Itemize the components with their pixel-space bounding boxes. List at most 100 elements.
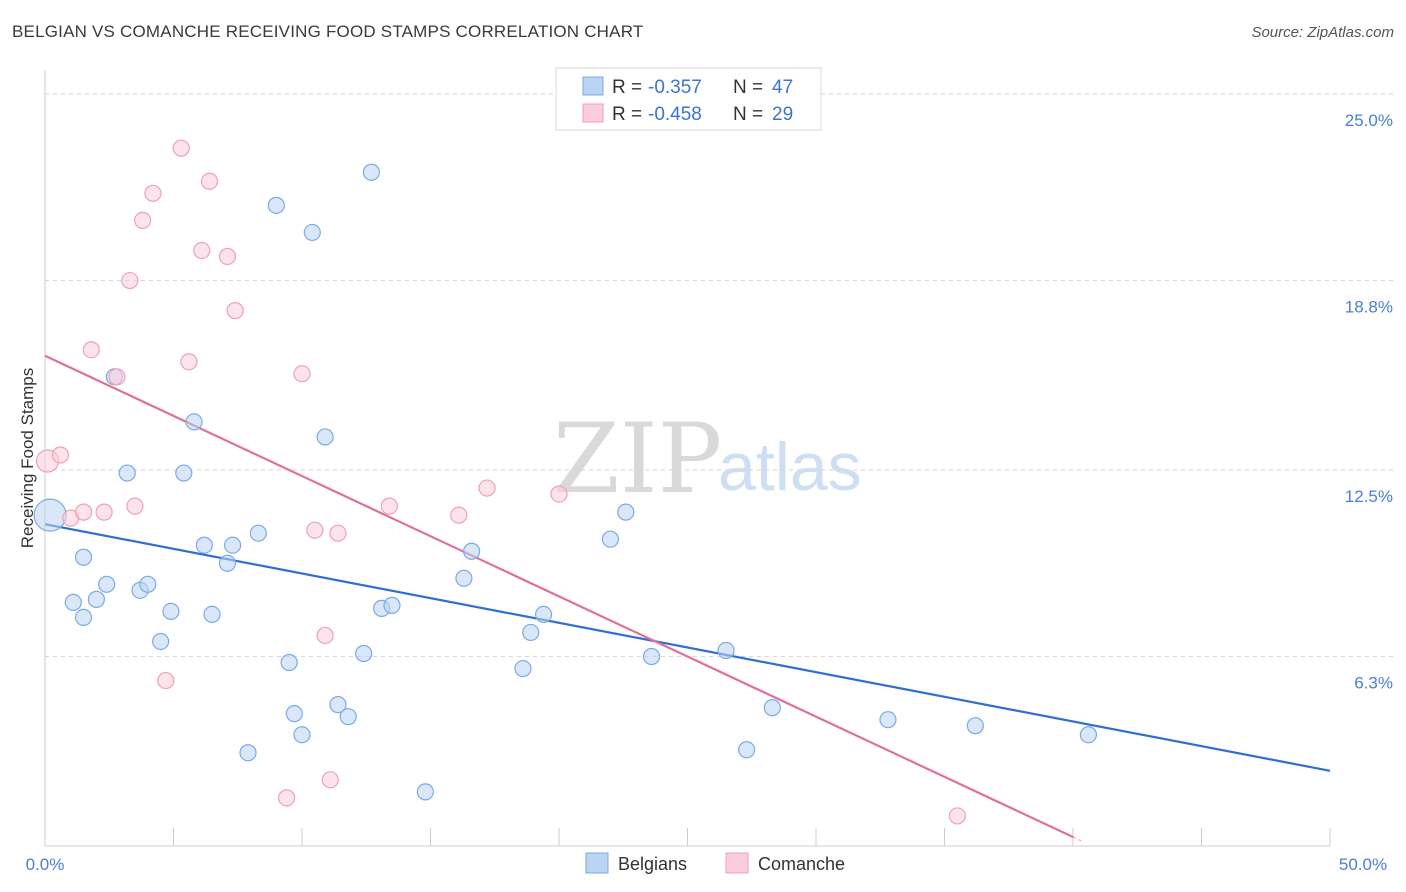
comanche-point: [948, 807, 966, 825]
comanche-point: [108, 368, 126, 386]
legend-r-label: R =: [612, 104, 642, 125]
comanche-point: [226, 302, 244, 320]
legend-swatch-comanche: [582, 103, 604, 123]
comanche-point: [329, 524, 347, 542]
comanche-point: [316, 626, 334, 645]
comanche-point: [321, 771, 339, 789]
belgians-point: [455, 569, 473, 587]
tick-labels: 6.3% 12.5% 18.8% 25.0% 0.0% 50.0%: [26, 111, 1393, 874]
comanche-point: [478, 479, 496, 497]
bottom-legend-swatch-belgians: [585, 852, 609, 874]
comanche-point: [218, 247, 237, 266]
comanche-point: [126, 497, 144, 515]
belgians-point: [738, 741, 756, 759]
watermark-zip: ZIP: [553, 403, 722, 515]
belgians-point: [195, 536, 213, 554]
bottom-legend-swatch-comanche: [725, 852, 749, 874]
legend-r-value: -0.458: [648, 104, 702, 125]
comanche-point: [180, 353, 198, 371]
belgians-point: [383, 596, 401, 614]
belgians-point: [763, 699, 781, 717]
series-legend: Belgians Comanche: [585, 852, 845, 874]
belgians-point: [879, 711, 897, 729]
belgians-point: [152, 632, 170, 651]
legend-r-label: R =: [612, 77, 642, 98]
belgians-point: [218, 554, 237, 572]
correlation-legend: R = -0.357 N = 47 R = -0.458 N = 29: [555, 67, 822, 131]
belgians-point: [463, 542, 481, 560]
comanche-point: [277, 789, 296, 807]
comanche-point: [121, 271, 139, 290]
y-tick-label: 25.0%: [1345, 111, 1393, 130]
belgians-point: [329, 696, 347, 714]
y-tick-label: 12.5%: [1345, 487, 1393, 506]
comanche-point: [82, 341, 100, 359]
belgians-point: [534, 605, 553, 624]
comanche-point: [134, 211, 152, 229]
bottom-legend-comanche: Comanche: [758, 854, 845, 874]
belgians-point: [416, 783, 434, 801]
comanche-point: [550, 485, 568, 503]
comanche-point: [74, 503, 93, 521]
comanche-point: [95, 503, 113, 521]
legend-r-value: -0.357: [648, 77, 702, 98]
comanche-point: [200, 172, 219, 190]
belgians-point: [33, 498, 67, 532]
comanche-point: [172, 139, 190, 157]
belgians-point: [303, 223, 321, 242]
belgians-point: [601, 530, 620, 548]
belgians-point: [239, 744, 257, 762]
belgians-point: [74, 548, 93, 566]
trend-lines: [44, 354, 1331, 843]
comanche-point: [157, 671, 175, 690]
belgians-trend-line: [44, 523, 1331, 772]
comanche-point: [144, 184, 162, 202]
belgians-point: [514, 659, 532, 678]
belgians-point: [139, 575, 157, 593]
belgians-point: [249, 524, 267, 542]
bottom-legend-belgians: Belgians: [618, 854, 687, 874]
comanche-point: [380, 497, 398, 515]
x-tick-label: 50.0%: [1339, 855, 1387, 874]
belgians-point: [355, 644, 373, 663]
belgians-point: [642, 647, 661, 666]
y-tick-label: 6.3%: [1354, 674, 1393, 693]
belgians-point: [293, 726, 311, 744]
comanche-point: [306, 521, 324, 539]
data-points: [33, 139, 1098, 825]
belgians-point: [717, 641, 735, 660]
belgians-point: [1079, 726, 1098, 744]
y-axis-label: Receiving Food Stamps: [18, 368, 37, 548]
belgians-point: [203, 605, 221, 624]
belgians-point: [316, 428, 334, 446]
belgians-point: [966, 717, 984, 735]
legend-n-label: N =: [733, 104, 763, 125]
watermark-atlas: atlas: [718, 429, 862, 505]
comanche-point: [293, 365, 311, 383]
belgians-point: [285, 705, 303, 723]
belgians-point: [522, 623, 540, 642]
chart-source: Source: ZipAtlas.com: [1251, 24, 1394, 41]
legend-n-label: N =: [733, 77, 763, 98]
belgians-point: [74, 608, 93, 627]
belgians-point: [98, 575, 116, 593]
belgians-point: [118, 464, 136, 482]
belgians-point: [224, 536, 242, 554]
belgians-point: [339, 708, 357, 726]
belgians-point: [185, 413, 203, 431]
y-tick-label: 18.8%: [1345, 298, 1393, 317]
chart-title: BELGIAN VS COMANCHE RECEIVING FOOD STAMP…: [12, 22, 644, 41]
belgians-point: [64, 593, 82, 611]
belgians-point: [175, 464, 193, 482]
comanche-point: [450, 506, 468, 524]
belgians-point: [280, 653, 298, 672]
legend-swatch-belgians: [582, 76, 604, 96]
belgians-point: [267, 196, 285, 214]
belgians-point: [362, 163, 380, 181]
grid-lines: [45, 93, 1393, 658]
belgians-point: [617, 503, 635, 521]
comanche-point: [51, 446, 70, 464]
belgians-point: [162, 602, 180, 620]
legend-n-value: 29: [772, 104, 793, 125]
